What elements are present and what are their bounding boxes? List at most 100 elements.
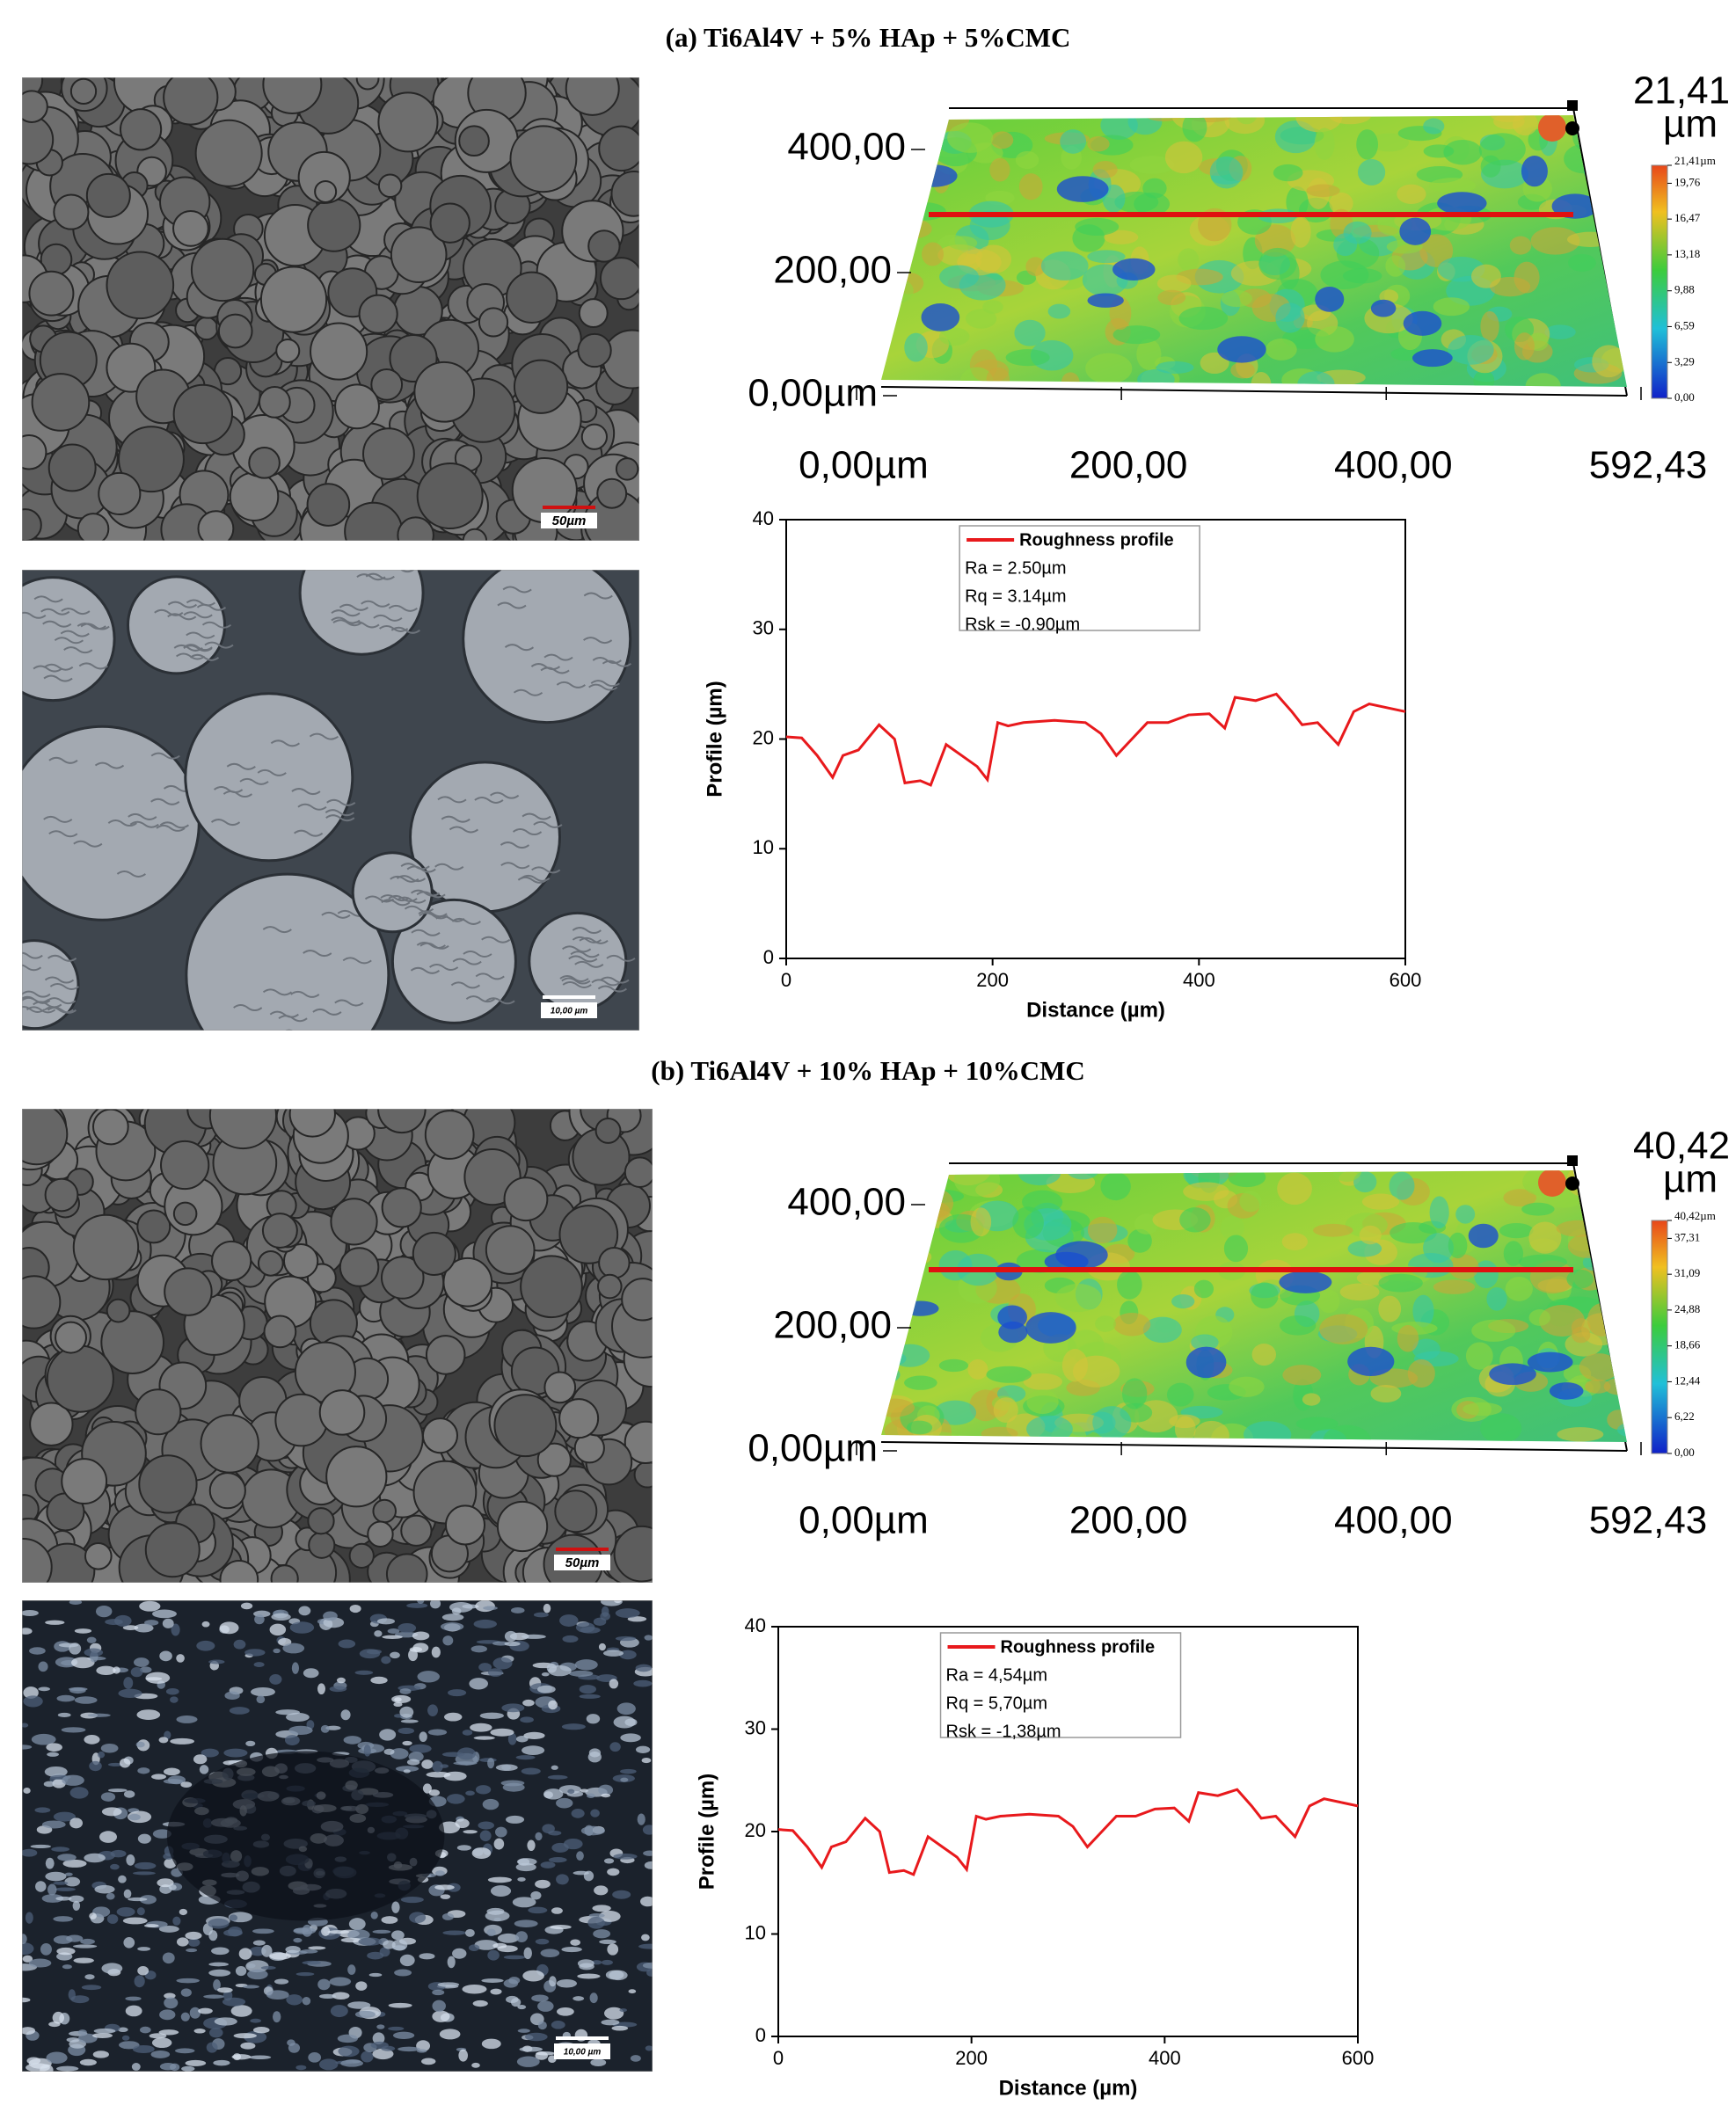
texture	[391, 1901, 400, 1913]
texture	[376, 1618, 396, 1625]
texture	[235, 1965, 247, 1977]
scale-label-bg	[541, 1002, 597, 1018]
texture	[406, 1603, 428, 1608]
grain	[100, 1310, 164, 1374]
texture	[208, 1659, 225, 1664]
wrinkle	[73, 840, 103, 848]
texture	[642, 1962, 653, 1969]
surface-spot	[990, 131, 1014, 149]
texture	[548, 1664, 572, 1677]
wrinkle	[450, 981, 481, 989]
surface-pit	[1399, 217, 1432, 245]
texture	[443, 1771, 467, 1781]
wrinkle	[339, 603, 369, 611]
wrinkle	[373, 614, 403, 622]
grain	[621, 1278, 653, 1322]
x-tick-label: 200,00	[1069, 1499, 1188, 1542]
grain	[208, 1472, 246, 1510]
surface-spot	[1026, 1415, 1073, 1442]
wrinkle	[463, 951, 492, 958]
grain	[599, 257, 639, 301]
texture	[551, 2021, 565, 2029]
surface-spot	[1585, 148, 1621, 178]
texture	[470, 1645, 487, 1653]
grain	[598, 1246, 631, 1279]
wrinkle	[449, 826, 479, 834]
texture	[398, 1623, 417, 1634]
grain	[84, 1541, 113, 1570]
texture	[540, 1949, 560, 1958]
texture	[412, 1643, 429, 1653]
texture	[646, 1969, 653, 1977]
texture	[303, 1668, 319, 1679]
texture	[354, 2010, 376, 2018]
texture	[479, 1830, 492, 1842]
grain	[98, 471, 142, 516]
wrinkle	[33, 595, 63, 603]
grain	[135, 1388, 182, 1436]
surface-spot	[1607, 1410, 1627, 1430]
texture	[144, 1620, 159, 1626]
colorbar-tick-label: 18,66	[1674, 1338, 1701, 1351]
colorbar-tick-label: 37,31	[1674, 1230, 1700, 1243]
micrograph	[22, 1109, 653, 1583]
texture	[347, 1964, 356, 1975]
surface-spot	[1113, 1313, 1151, 1337]
colorbar-tick-label: 0,00	[1674, 1446, 1695, 1459]
texture	[51, 1847, 69, 1852]
grain	[219, 1560, 259, 1583]
wrinkle	[390, 626, 420, 634]
texture	[363, 1744, 371, 1757]
wrinkle	[437, 796, 467, 804]
texture	[469, 1678, 488, 1690]
wrinkle	[583, 592, 613, 600]
surface-spot	[1423, 144, 1455, 158]
texture	[245, 1960, 269, 1973]
wrinkle	[419, 942, 449, 950]
legend-label: Roughness profile	[1001, 1637, 1156, 1657]
grain	[413, 361, 476, 423]
wrinkle	[269, 1010, 299, 1018]
texture	[68, 1686, 88, 1692]
texture	[25, 1912, 33, 1924]
texture	[64, 1872, 73, 1876]
wrinkle	[602, 659, 632, 667]
wrinkle	[364, 895, 395, 903]
surface-pit	[1411, 349, 1453, 368]
wrinkle	[128, 812, 157, 820]
surface-spot	[1075, 217, 1120, 236]
texture	[176, 1937, 189, 1947]
wrinkle	[270, 739, 300, 747]
surface-pit	[921, 303, 960, 331]
surface-spot	[908, 1172, 936, 1188]
wrinkle	[183, 645, 213, 652]
texture	[55, 1887, 77, 1891]
surface-spot	[1370, 1384, 1402, 1403]
wrinkle	[332, 619, 362, 627]
surface-spot	[1182, 115, 1207, 142]
wrinkle	[500, 862, 530, 870]
surface-spot	[1624, 1230, 1627, 1247]
texture	[409, 1744, 432, 1753]
wrinkle	[291, 788, 321, 796]
texture	[478, 1663, 492, 1672]
blob	[351, 851, 434, 934]
texture	[612, 1890, 631, 1899]
texture	[521, 1767, 541, 1775]
texture	[455, 1818, 470, 1829]
wrinkle	[583, 637, 613, 645]
texture	[232, 2053, 242, 2061]
texture	[100, 1744, 119, 1753]
grain	[138, 1454, 198, 1514]
texture	[269, 1952, 292, 1960]
y-axis-title: Profile (µm)	[695, 1774, 718, 1890]
texture	[587, 1917, 605, 1929]
texture	[522, 1745, 545, 1755]
texture	[535, 1938, 550, 1945]
texture	[604, 2007, 624, 2020]
surface-pit	[1025, 1312, 1076, 1344]
surface-spot	[1521, 1202, 1555, 1216]
y-tick-label: 400,00	[787, 126, 906, 169]
texture	[41, 1894, 64, 1903]
wrinkle	[167, 601, 198, 608]
